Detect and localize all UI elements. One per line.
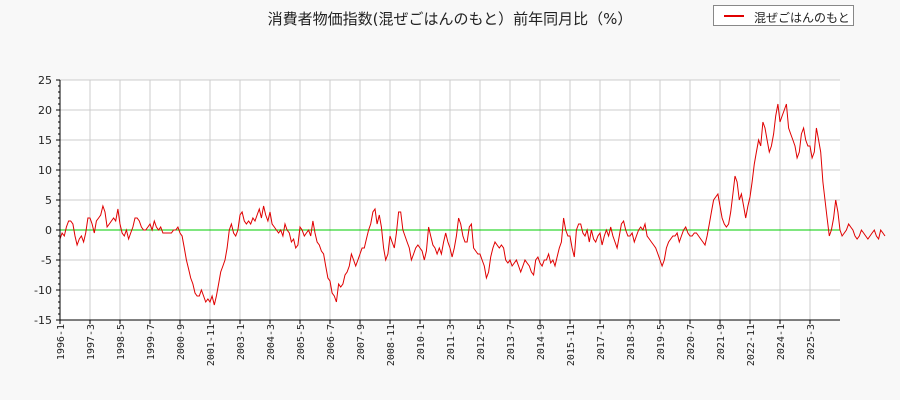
- x-tick-label: 2017-1: [596, 324, 607, 360]
- x-tick-label: 2007-9: [356, 324, 367, 360]
- x-tick-label: 2012-5: [476, 324, 487, 360]
- y-tick-label: 20: [38, 104, 52, 117]
- x-tick-label: 2004-3: [266, 324, 277, 360]
- x-tick-label: 2024-1: [776, 324, 787, 360]
- x-tick-label: 2022-11: [746, 324, 757, 366]
- legend-label: 混ぜごはんのもと: [754, 11, 850, 25]
- x-tick-label: 2021-9: [716, 324, 727, 360]
- y-tick-label: -15: [34, 314, 52, 327]
- x-tick-label: 2006-7: [326, 324, 337, 360]
- y-tick-label: 10: [38, 164, 52, 177]
- y-tick-label: 5: [45, 194, 52, 207]
- y-tick-label: -10: [34, 284, 52, 297]
- x-tick-label: 2013-7: [506, 324, 517, 360]
- x-tick-label: 2001-11: [206, 324, 217, 366]
- x-tick-label: 2005-5: [296, 324, 307, 360]
- series-line: [59, 103, 886, 306]
- x-tick-label: 2014-9: [536, 324, 547, 360]
- x-tick-label: 2020-7: [686, 324, 697, 360]
- x-tick-label: 2008-11: [386, 324, 397, 366]
- legend-swatch: [724, 15, 744, 17]
- x-tick-label: 2000-9: [176, 324, 187, 360]
- x-tick-label: 1998-5: [116, 324, 127, 360]
- x-tick-label: 1996-1: [56, 324, 67, 360]
- x-tick-label: 2018-3: [626, 324, 637, 360]
- y-tick-label: 15: [38, 134, 52, 147]
- y-tick-label: 0: [45, 224, 52, 237]
- x-tick-label: 2015-11: [566, 324, 577, 366]
- y-tick-label: -5: [41, 254, 52, 267]
- chart-title: 消費者物価指数(混ぜごはんのもと）前年同月比（%）: [267, 10, 633, 28]
- x-tick-label: 2010-1: [416, 324, 427, 360]
- x-tick-label: 2011-3: [446, 324, 457, 360]
- x-tick-label: 2025-3: [806, 324, 817, 360]
- axes: 25 20 15 10 5 0 -5 -10 -15 1996-1 1997-3 1998-5 1999…: [34, 74, 840, 366]
- x-tick-label: 1999-7: [146, 324, 157, 360]
- y-tick-label: 25: [38, 74, 52, 87]
- x-tick-label: 1997-3: [86, 324, 97, 360]
- x-tick-label: 2003-1: [236, 324, 247, 360]
- gridlines: [60, 79, 840, 320]
- x-tick-label: 2019-5: [656, 324, 667, 360]
- legend: 混ぜごはんのもと: [713, 5, 854, 26]
